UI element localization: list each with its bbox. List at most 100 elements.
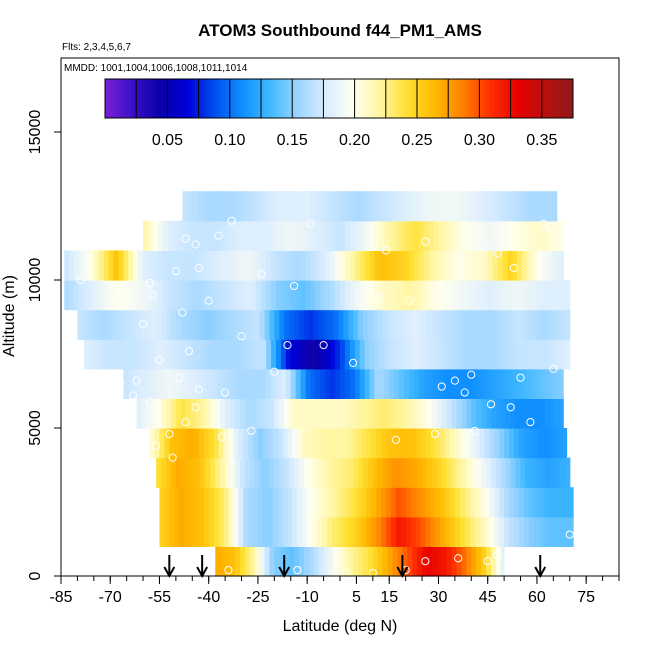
heatmap-cell	[238, 428, 244, 459]
heatmap-cell	[113, 250, 120, 281]
heatmap-cell	[143, 280, 149, 311]
heatmap-cell	[231, 191, 238, 222]
heatmap-cell	[88, 339, 95, 370]
heatmap-cell	[379, 191, 385, 222]
heatmap-cell	[220, 309, 226, 340]
heatmap-cell	[482, 250, 489, 281]
heatmap-cell	[458, 191, 464, 222]
heatmap-cell	[133, 250, 139, 281]
colorbar-gradient-slice	[342, 79, 346, 118]
heatmap-cell	[141, 309, 147, 340]
heatmap-cell	[266, 339, 272, 370]
heatmap-cell	[202, 280, 208, 311]
sample-point	[486, 400, 496, 409]
colorbar-gradient-slice	[546, 79, 550, 118]
heatmap-cell	[266, 220, 272, 251]
heatmap-cell	[545, 398, 551, 429]
heatmap-cell	[384, 191, 390, 222]
sample-point	[191, 403, 200, 412]
heatmap-cell	[392, 398, 399, 429]
heatmap-cell	[364, 191, 371, 222]
heatmap-cell	[394, 368, 400, 399]
colorbar-tick-label: 0.10	[214, 132, 245, 149]
heatmap-cell	[463, 280, 469, 311]
heatmap-cell	[354, 280, 361, 311]
colorbar-gradient-slice	[210, 79, 214, 118]
heatmap-cell	[180, 457, 187, 488]
heatmap-cell	[525, 457, 531, 488]
heatmap-cell	[221, 220, 228, 251]
heatmap-cell	[275, 368, 282, 399]
heatmap-cell	[563, 516, 569, 547]
colorbar-gradient-slice	[315, 79, 319, 118]
heatmap-cell	[446, 309, 453, 340]
heatmap-cell	[463, 191, 469, 222]
heatmap-cell	[456, 457, 463, 488]
heatmap-cell	[256, 368, 262, 399]
heatmap-cell	[387, 309, 394, 340]
heatmap-cell	[417, 457, 423, 488]
heatmap-cell	[394, 280, 400, 311]
heatmap-cell	[394, 339, 400, 370]
sample-point	[506, 403, 515, 412]
heatmap-cell	[254, 398, 261, 429]
colorbar-gradient-slice	[525, 79, 529, 118]
heatmap-cell	[536, 220, 543, 251]
heatmap-cell	[522, 368, 528, 399]
y-tick-label: 0	[27, 571, 44, 580]
heatmap-cell	[413, 368, 420, 399]
sample-point	[460, 388, 469, 397]
heatmap-cell	[362, 309, 369, 340]
heatmap-cell	[466, 546, 472, 577]
heatmap-cell	[266, 368, 272, 399]
colorbar-gradient-slice	[348, 79, 352, 118]
heatmap-cell	[193, 428, 200, 459]
heatmap-cell	[211, 280, 218, 311]
heatmap-cell	[392, 309, 399, 340]
heatmap-cell	[415, 487, 422, 518]
heatmap-cell	[433, 339, 440, 370]
heatmap-cell	[433, 280, 440, 311]
heatmap-cell	[149, 428, 156, 459]
heatmap-cell	[472, 339, 479, 370]
heatmap-cell	[364, 220, 371, 251]
heatmap-cell	[540, 398, 546, 429]
heatmap-cell	[203, 428, 210, 459]
heatmap-cell	[431, 309, 438, 340]
heatmap-cell	[417, 309, 423, 340]
heatmap-cell	[275, 250, 282, 281]
heatmap-cell	[146, 398, 152, 429]
colorbar-gradient-slice	[132, 79, 136, 118]
heatmap-cell	[167, 250, 174, 281]
heatmap-cell	[476, 309, 482, 340]
colorbar-gradient-slice	[411, 79, 415, 118]
heatmap-cell	[436, 398, 443, 429]
heatmap-cell	[349, 191, 356, 222]
sample-point	[148, 290, 158, 299]
sample-point	[493, 249, 502, 258]
heatmap-cell	[479, 428, 486, 459]
heatmap-cell	[118, 250, 124, 281]
heatmap-cell	[500, 457, 507, 488]
sample-point	[138, 320, 148, 329]
heatmap-cell	[446, 457, 453, 488]
heatmap-cell	[408, 339, 415, 370]
heatmap-cell	[221, 368, 228, 399]
colorbar-gradient-slice	[498, 79, 502, 118]
heatmap-cell	[259, 398, 266, 429]
heatmap-cell	[220, 398, 226, 429]
heatmap-cell	[136, 398, 143, 429]
heatmap-cell	[103, 280, 110, 311]
heatmap-cell	[303, 398, 310, 429]
heatmap-cell	[174, 487, 180, 518]
heatmap-cell	[282, 516, 289, 547]
heatmap-cell	[97, 309, 103, 340]
heatmap-cell	[428, 368, 435, 399]
heatmap-cell	[261, 191, 267, 222]
heatmap-cell	[325, 368, 331, 399]
heatmap-cell	[397, 398, 403, 429]
heatmap-cell	[143, 368, 149, 399]
heatmap-cell	[175, 398, 182, 429]
heatmap-cell	[522, 220, 528, 251]
heatmap-cell	[474, 516, 481, 547]
